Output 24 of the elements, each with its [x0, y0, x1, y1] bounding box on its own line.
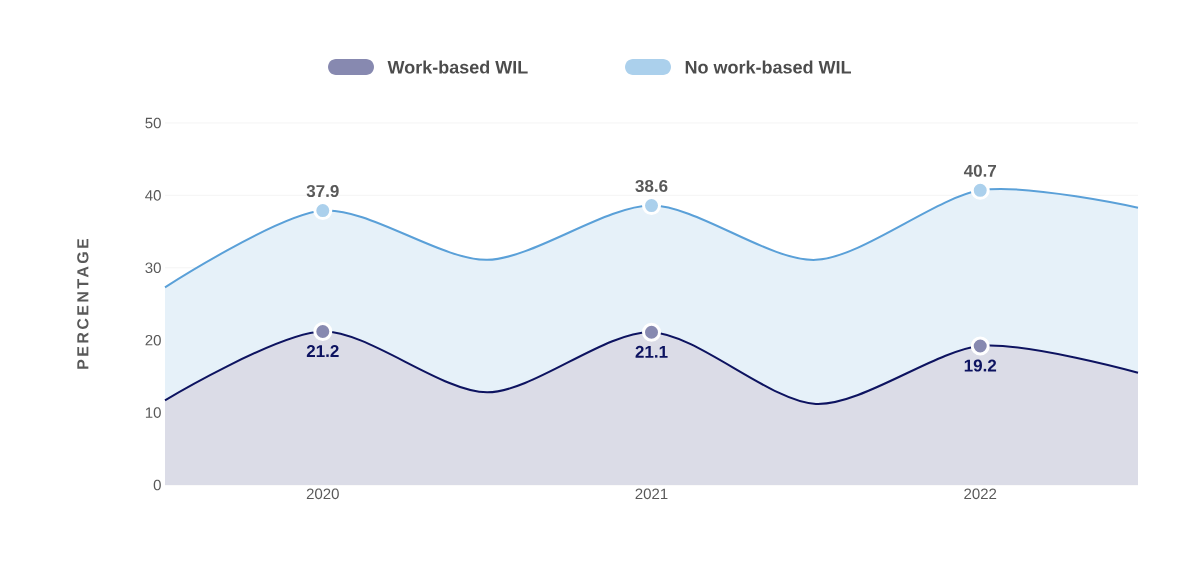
data-label: 38.6	[635, 179, 668, 192]
point	[642, 196, 662, 216]
data-label: 40.7	[963, 164, 997, 177]
y-tick-label: 50	[145, 117, 161, 129]
point	[313, 322, 333, 342]
point	[970, 336, 990, 356]
y-tick-label: 20	[145, 334, 161, 346]
y-tick-label: 30	[145, 262, 161, 274]
legend-label: Work-based WIL	[387, 60, 528, 74]
y-tick-label: 0	[153, 479, 161, 491]
legend-label: No work-based WIL	[685, 60, 851, 74]
y-tick-label: 10	[145, 407, 161, 418]
y-axis-title: PERCENTAGE	[77, 238, 89, 369]
data-label: 21.2	[306, 345, 339, 357]
point	[313, 201, 333, 221]
x-tick-label: 2020	[306, 488, 339, 500]
point	[970, 180, 990, 200]
x-tick-label: 2021	[635, 488, 668, 500]
data-label: 19.2	[964, 359, 997, 372]
data-label: 21.1	[635, 345, 668, 358]
x-tick-label: 2022	[964, 488, 997, 500]
data-label: 37.9	[306, 185, 339, 198]
y-tick-label: 40	[145, 190, 161, 201]
point	[642, 322, 662, 342]
